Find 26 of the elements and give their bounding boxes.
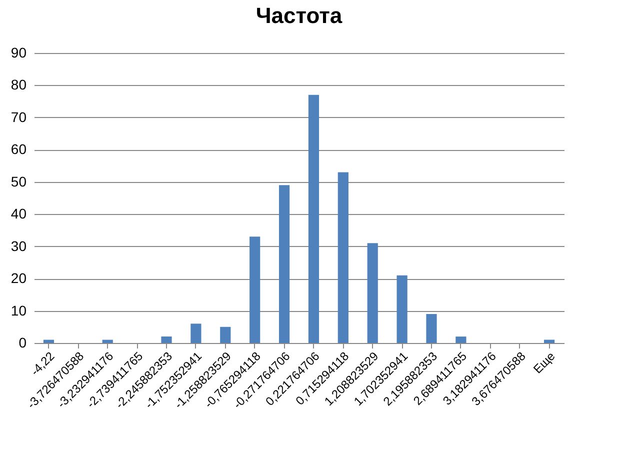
- bar: [308, 94, 320, 343]
- y-tick-label: 50: [10, 173, 27, 190]
- bar: [190, 324, 202, 343]
- bar: [338, 172, 348, 343]
- bar: [250, 236, 260, 343]
- x-tick-label: Еще: [530, 348, 558, 376]
- y-tick-label: 90: [10, 44, 27, 60]
- y-tick-label: 70: [10, 108, 27, 125]
- y-tick-label: 10: [10, 302, 27, 318]
- y-tick-label: 30: [10, 238, 27, 254]
- bar: [456, 336, 466, 343]
- chart-title: Частота: [256, 3, 343, 28]
- y-tick-label: 80: [10, 76, 27, 93]
- bar: [367, 243, 378, 343]
- y-tick-label: 60: [10, 141, 27, 158]
- bar: [426, 314, 437, 343]
- y-tick-label: 40: [10, 206, 27, 222]
- bar: [220, 326, 231, 343]
- bar: [544, 340, 555, 343]
- bar: [161, 336, 172, 343]
- bar: [278, 185, 290, 343]
- bar: [102, 340, 113, 343]
- y-tick-label: 20: [10, 270, 27, 286]
- bar: [396, 275, 408, 343]
- y-tick-label: 0: [18, 334, 27, 350]
- bar: [43, 340, 54, 343]
